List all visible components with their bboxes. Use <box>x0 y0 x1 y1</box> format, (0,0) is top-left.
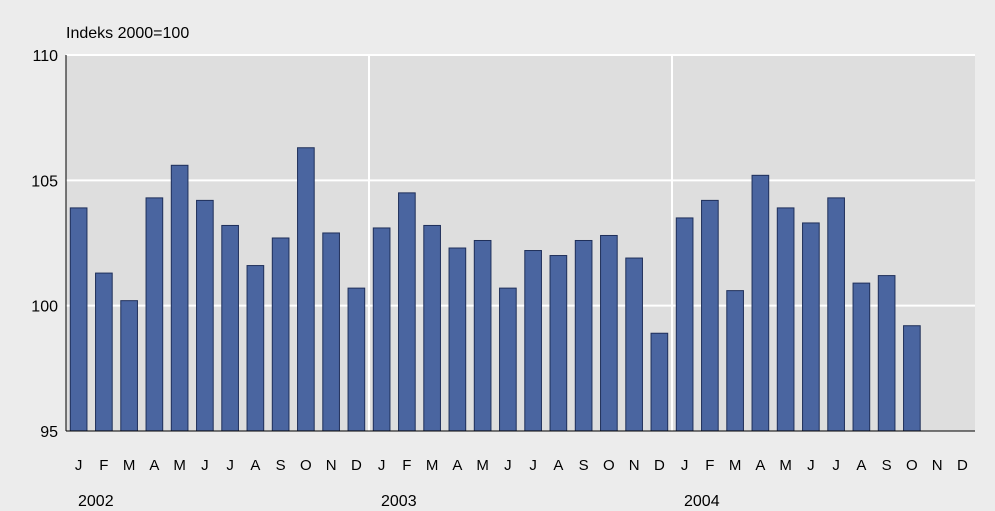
bar <box>448 247 467 432</box>
year-label: 2003 <box>381 493 417 510</box>
x-tick-label: A <box>553 457 563 474</box>
bar <box>574 239 593 432</box>
bar <box>271 237 290 432</box>
bar <box>473 239 492 432</box>
x-tick-label: J <box>529 457 537 474</box>
bar <box>196 199 214 432</box>
year-label: 2004 <box>684 493 720 510</box>
plot-area <box>66 55 975 431</box>
y-unit-label: Indeks 2000=100 <box>66 25 189 42</box>
x-tick-label: A <box>149 457 159 474</box>
bar <box>120 300 138 432</box>
x-tick-label: J <box>504 457 512 474</box>
bar <box>372 227 391 432</box>
x-tick-label: M <box>426 457 439 474</box>
x-tick-label: S <box>276 457 286 474</box>
bar <box>802 222 820 432</box>
x-tick-label: N <box>932 457 943 474</box>
bar <box>69 207 88 432</box>
bar <box>145 197 164 432</box>
bar <box>549 255 568 432</box>
grid <box>66 54 975 431</box>
x-tick-label: M <box>173 457 186 474</box>
bar <box>903 325 921 432</box>
bar <box>776 207 795 432</box>
x-tick-label: M <box>123 457 136 474</box>
x-tick-label: D <box>654 457 665 474</box>
bar <box>675 217 694 432</box>
x-tick-label: O <box>906 457 918 474</box>
bar <box>726 290 744 432</box>
x-tick-label: S <box>579 457 589 474</box>
x-tick-label: A <box>250 457 260 474</box>
x-tick-label: D <box>957 457 968 474</box>
bar <box>877 275 896 432</box>
x-tick-label: J <box>75 457 83 474</box>
x-tick-label: F <box>705 457 714 474</box>
x-tick-label: M <box>729 457 742 474</box>
y-tick-label: 110 <box>32 48 58 65</box>
x-tick-label: N <box>629 457 640 474</box>
bar <box>297 147 315 432</box>
bar <box>246 265 265 432</box>
bar <box>398 192 416 432</box>
x-tick-label: A <box>755 457 765 474</box>
x-tick-label: D <box>351 457 362 474</box>
y-tick-label: 105 <box>31 173 58 190</box>
x-tick-label: A <box>856 457 866 474</box>
bar <box>95 272 113 432</box>
x-tick-label: O <box>300 457 312 474</box>
x-tick-label: J <box>226 457 234 474</box>
x-tick-label: J <box>378 457 386 474</box>
x-tick-label: S <box>882 457 892 474</box>
x-tick-label: J <box>807 457 815 474</box>
x-tick-label: F <box>99 457 108 474</box>
x-tick-label: O <box>603 457 615 474</box>
bar <box>221 224 239 432</box>
x-tick-label: A <box>452 457 462 474</box>
bar <box>650 332 669 432</box>
bar <box>499 287 517 432</box>
bar <box>600 234 618 432</box>
x-tick-label: J <box>201 457 209 474</box>
bar <box>423 224 441 432</box>
x-tick-label: J <box>681 457 689 474</box>
bar <box>347 287 366 432</box>
x-tick-label: M <box>779 457 792 474</box>
bar <box>827 197 845 432</box>
y-tick-label: 95 <box>40 424 58 441</box>
x-tick-label: F <box>402 457 411 474</box>
y-tick-label: 100 <box>31 299 58 316</box>
bar <box>701 199 719 432</box>
x-tick-label: N <box>326 457 337 474</box>
x-tick-label: J <box>832 457 840 474</box>
bar <box>625 257 643 432</box>
bar <box>322 232 340 432</box>
bar <box>524 250 542 432</box>
bar <box>751 174 770 432</box>
year-label: 2002 <box>78 493 114 510</box>
x-tick-label: M <box>476 457 489 474</box>
bar <box>852 282 871 432</box>
bar <box>170 164 189 432</box>
